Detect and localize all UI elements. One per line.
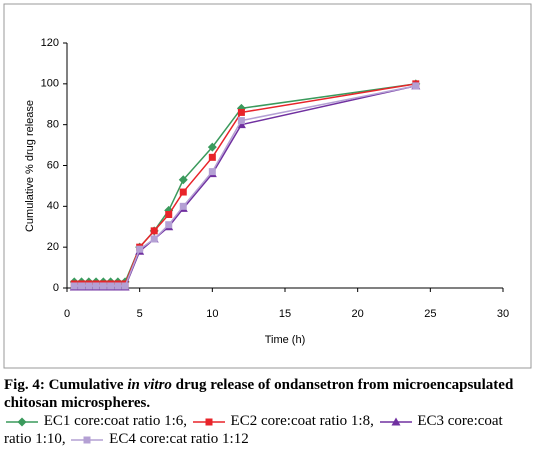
figure-border — [3, 3, 532, 369]
y-tick-label: 80 — [47, 119, 59, 131]
marker — [107, 282, 115, 290]
marker — [412, 82, 420, 90]
marker — [391, 417, 401, 426]
caption: Fig. 4: Cumulative in vitro drug release… — [4, 376, 532, 448]
series-line — [74, 83, 416, 285]
y-tick-label: 60 — [47, 159, 59, 171]
x-tick-label: 20 — [352, 308, 364, 320]
y-tick-label: 0 — [53, 282, 59, 294]
legend-item — [378, 413, 418, 429]
caption-text: Cumulative — [48, 377, 124, 393]
legend-label: EC2 core:coat ratio 1:8, — [230, 413, 374, 429]
y-tick-label: 20 — [47, 241, 59, 253]
marker — [150, 227, 158, 235]
y-tick-label: 40 — [47, 200, 59, 212]
legend-label: EC4 core:cat ratio 1:12 — [109, 431, 249, 447]
legend-swatch — [379, 417, 412, 426]
marker — [85, 282, 93, 290]
x-tick-label: 15 — [279, 308, 291, 320]
x-tick-label: 25 — [424, 308, 436, 320]
legend-swatch — [6, 417, 38, 427]
legend-label: EC1 core:coat ratio 1:6, — [43, 413, 188, 429]
marker — [208, 168, 216, 176]
marker — [179, 202, 187, 210]
marker — [150, 235, 158, 243]
marker — [92, 282, 100, 290]
caption-label: Fig. 4: — [4, 377, 45, 393]
x-tick-label: 5 — [137, 308, 143, 320]
legend-item — [4, 413, 44, 429]
series-line — [74, 85, 416, 288]
series-line — [74, 83, 416, 283]
marker — [70, 282, 78, 290]
caption-text: drug release of ondansetron from microen… — [4, 377, 514, 411]
marker — [237, 108, 245, 116]
marker — [83, 436, 91, 444]
marker — [208, 153, 216, 161]
legend: EC1 core:coat ratio 1:6, EC2 core:coat r… — [4, 413, 503, 447]
marker — [99, 282, 107, 290]
y-axis-label: Cumulative % drug release — [24, 100, 36, 232]
y-tick-label: 100 — [41, 78, 59, 90]
caption-italic: in vitro — [127, 377, 172, 393]
chart: Time (h) Cumulative % drug release 0 20 40… — [3, 3, 532, 369]
marker — [207, 142, 217, 152]
marker — [179, 188, 187, 196]
marker — [121, 282, 129, 290]
legend-swatch — [192, 418, 225, 426]
series-line — [74, 85, 416, 287]
x-tick-label: 30 — [497, 308, 509, 320]
x-tick-label: 0 — [64, 308, 70, 320]
marker — [165, 211, 173, 218]
legend-item — [191, 413, 231, 429]
x-axis-label: Time (h) — [265, 334, 306, 346]
marker — [17, 417, 27, 427]
marker — [205, 418, 213, 426]
marker — [178, 175, 188, 185]
marker — [78, 282, 86, 290]
marker — [165, 221, 173, 229]
marker — [136, 245, 144, 253]
legend-label: EC3 core:coat ratio 1:10, — [4, 413, 503, 447]
legend-item — [69, 431, 109, 447]
marker — [236, 120, 246, 129]
y-tick-label: 120 — [41, 37, 59, 49]
x-tick-label: 10 — [206, 308, 218, 320]
marker — [114, 282, 122, 290]
legend-swatch — [71, 436, 104, 444]
marker — [237, 117, 245, 125]
